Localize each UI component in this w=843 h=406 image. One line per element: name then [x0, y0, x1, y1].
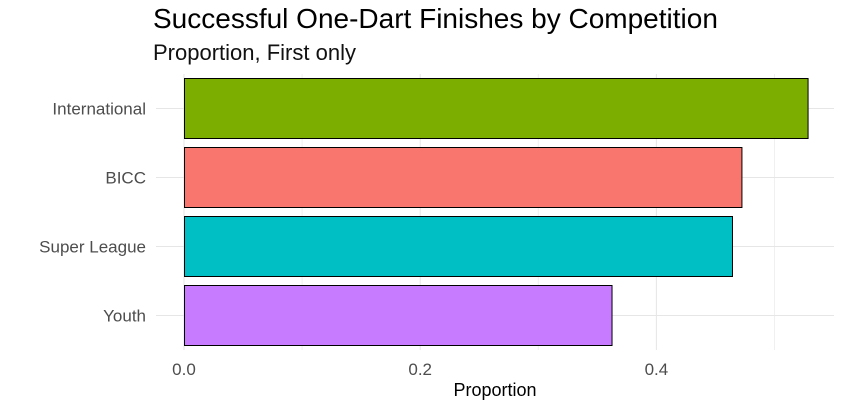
y-tick-label: International [52, 100, 146, 119]
bar-bicc [184, 147, 743, 208]
x-tick-label: 0.2 [408, 360, 432, 379]
y-tick-label: Super League [39, 238, 146, 257]
chart-title: Successful One-Dart Finishes by Competit… [153, 3, 718, 34]
bar-international [184, 78, 809, 139]
y-tick-label: Youth [103, 307, 146, 326]
chart-subtitle: Proportion, First only [153, 40, 356, 65]
x-tick-label: 0.4 [645, 360, 669, 379]
x-axis-title: Proportion [453, 380, 536, 400]
y-tick-label: BICC [105, 169, 146, 188]
bar-super-league [184, 216, 733, 277]
x-tick-label: 0.0 [172, 360, 196, 379]
bar-youth [184, 285, 613, 346]
